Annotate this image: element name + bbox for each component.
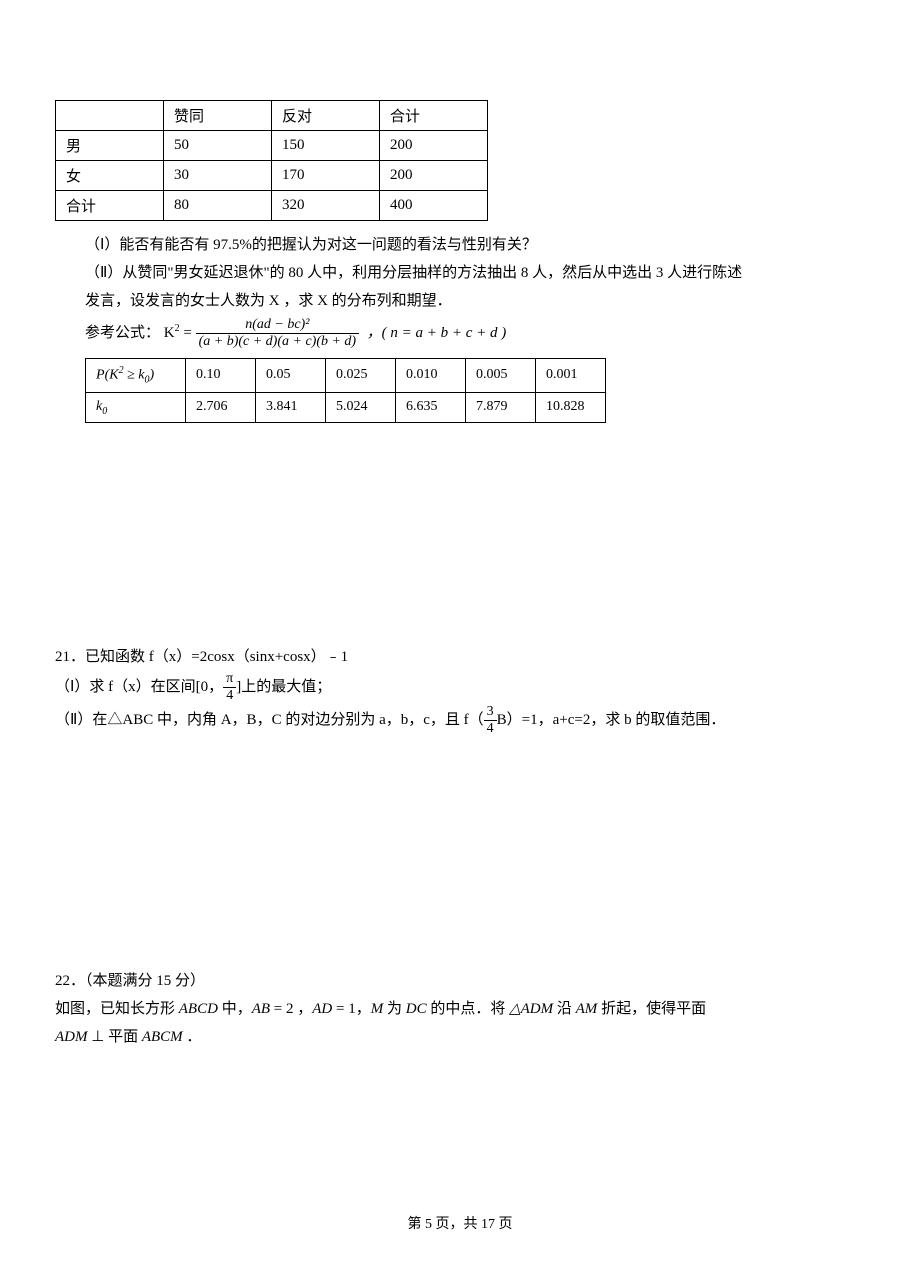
perp: ⊥ [88, 1029, 109, 1045]
frac-den: 4 [223, 688, 236, 704]
chi-k-val: 6.635 [396, 392, 466, 423]
q20-part2a: （Ⅱ）从赞同"男女延迟退休"的 80 人中，利用分层抽样的方法抽出 8 人，然后… [55, 259, 865, 287]
ad: AD [312, 1001, 332, 1017]
t: 的中点．将 [427, 1001, 510, 1017]
t: 平面 [108, 1029, 142, 1045]
table-row: 女 30 170 200 [56, 161, 488, 191]
table-row: 男 50 150 200 [56, 131, 488, 161]
t: ． [183, 1029, 202, 1045]
chi-p-val: 0.001 [536, 359, 606, 392]
chi-row-p: P(K2 ≥ k0) 0.10 0.05 0.025 0.010 0.005 0… [86, 359, 606, 392]
chi-p-val: 0.05 [256, 359, 326, 392]
q21-part1: （Ⅰ）求 f（x）在区间[0，π4]上的最大值； [55, 671, 865, 704]
footer-page: 5 [425, 1217, 432, 1232]
formula-lhs: K [164, 325, 175, 341]
contingency-table: 赞同 反对 合计 男 50 150 200 女 30 170 200 合计 80… [55, 100, 488, 221]
t: 如图，已知长方形 [55, 1001, 179, 1017]
dc: DC [406, 1001, 427, 1017]
q21-line1: 21．已知函数 f（x）=2cosx（sinx+cosx）﹣1 [55, 643, 865, 671]
m: M [371, 1001, 384, 1017]
t: = 1， [332, 1001, 370, 1017]
footer-prefix: 第 [408, 1217, 426, 1232]
chi-k-val: 5.024 [326, 392, 396, 423]
q21-frac1: π4 [223, 671, 236, 704]
chi-k-val: 2.706 [186, 392, 256, 423]
formula-num: n(ad − bc)² [196, 317, 360, 334]
cell: 合计 [56, 191, 164, 221]
chi-square-table: P(K2 ≥ k0) 0.10 0.05 0.025 0.010 0.005 0… [85, 358, 606, 423]
frac-num: 3 [484, 704, 497, 721]
cell-header-agree: 赞同 [164, 101, 272, 131]
chi-row-k: k0 2.706 3.841 5.024 6.635 7.879 10.828 [86, 392, 606, 423]
formula-den: (a + b)(c + d)(a + c)(b + d) [196, 334, 360, 350]
t: 中， [218, 1001, 252, 1017]
abcd: ABCD [179, 1001, 218, 1017]
footer-mid: 页，共 [432, 1217, 481, 1232]
ab: AB [252, 1001, 270, 1017]
t: 折起，使得平面 [597, 1001, 706, 1017]
tri: △ADM [509, 1001, 553, 1017]
t: 为 [383, 1001, 406, 1017]
cell: 200 [380, 131, 488, 161]
am: AM [576, 1001, 598, 1017]
q21-3b: B）=1，a+c=2，求 b 的取值范围． [497, 712, 726, 728]
q22-line3: ADM ⊥ 平面 ABCM ． [55, 1023, 865, 1051]
cell-blank [56, 101, 164, 131]
t: 沿 [553, 1001, 576, 1017]
chi-p-val: 0.025 [326, 359, 396, 392]
q21-2b: ]上的最大值； [236, 679, 331, 695]
cell: 50 [164, 131, 272, 161]
cell: 女 [56, 161, 164, 191]
chi-label-p: P(K2 ≥ k0) [86, 359, 186, 392]
adm: ADM [55, 1029, 88, 1045]
frac-num: π [223, 671, 236, 688]
question-21: 21．已知函数 f（x）=2cosx（sinx+cosx）﹣1 （Ⅰ）求 f（x… [55, 643, 865, 737]
q21-part2: （Ⅱ）在△ABC 中，内角 A，B，C 的对边分别为 a，b，c，且 f（34B… [55, 704, 865, 737]
cell: 30 [164, 161, 272, 191]
question-22: 22．（本题满分 15 分） 如图，已知长方形 ABCD 中，AB = 2 ，A… [55, 967, 865, 1051]
page-footer: 第 5 页，共 17 页 [0, 1213, 920, 1233]
table-header-row: 赞同 反对 合计 [56, 101, 488, 131]
footer-total: 17 [481, 1217, 495, 1232]
abcm: ABCM [142, 1029, 183, 1045]
q21-2a: （Ⅰ）求 f（x）在区间[0， [55, 679, 223, 695]
q22-line2: 如图，已知长方形 ABCD 中，AB = 2 ，AD = 1，M 为 DC 的中… [55, 995, 865, 1023]
q21-frac2: 34 [484, 704, 497, 737]
table-row: 合计 80 320 400 [56, 191, 488, 221]
q20-part2b: 发言，设发言的女士人数为 X ，求 X 的分布列和期望． [55, 287, 865, 315]
formula-sup: 2 [175, 323, 180, 334]
formula-fraction: n(ad − bc)² (a + b)(c + d)(a + c)(b + d) [196, 317, 360, 350]
cell: 320 [272, 191, 380, 221]
cell: 400 [380, 191, 488, 221]
t: = 2 ， [270, 1001, 312, 1017]
cell: 200 [380, 161, 488, 191]
formula-prefix: 参考公式： [85, 325, 160, 341]
cell-header-oppose: 反对 [272, 101, 380, 131]
formula-eq: = [183, 325, 195, 341]
reference-formula: 参考公式： K2 = n(ad − bc)² (a + b)(c + d)(a … [55, 315, 865, 350]
frac-den: 4 [484, 721, 497, 737]
chi-k-val: 7.879 [466, 392, 536, 423]
q22-line1: 22．（本题满分 15 分） [55, 967, 865, 995]
cell: 男 [56, 131, 164, 161]
cell: 170 [272, 161, 380, 191]
chi-k-val: 10.828 [536, 392, 606, 423]
q21-3a: （Ⅱ）在△ABC 中，内角 A，B，C 的对边分别为 a，b，c，且 f（ [55, 712, 484, 728]
chi-p-val: 0.010 [396, 359, 466, 392]
chi-label-k: k0 [86, 392, 186, 423]
chi-k-val: 3.841 [256, 392, 326, 423]
formula-suffix: ，( n = a + b + c + d ) [363, 325, 506, 341]
q20-part1: （Ⅰ）能否有能否有 97.5%的把握认为对这一问题的看法与性别有关？ [55, 231, 865, 259]
footer-suffix: 页 [495, 1217, 513, 1232]
cell-header-total: 合计 [380, 101, 488, 131]
chi-p-val: 0.10 [186, 359, 256, 392]
cell: 80 [164, 191, 272, 221]
cell: 150 [272, 131, 380, 161]
chi-p-val: 0.005 [466, 359, 536, 392]
